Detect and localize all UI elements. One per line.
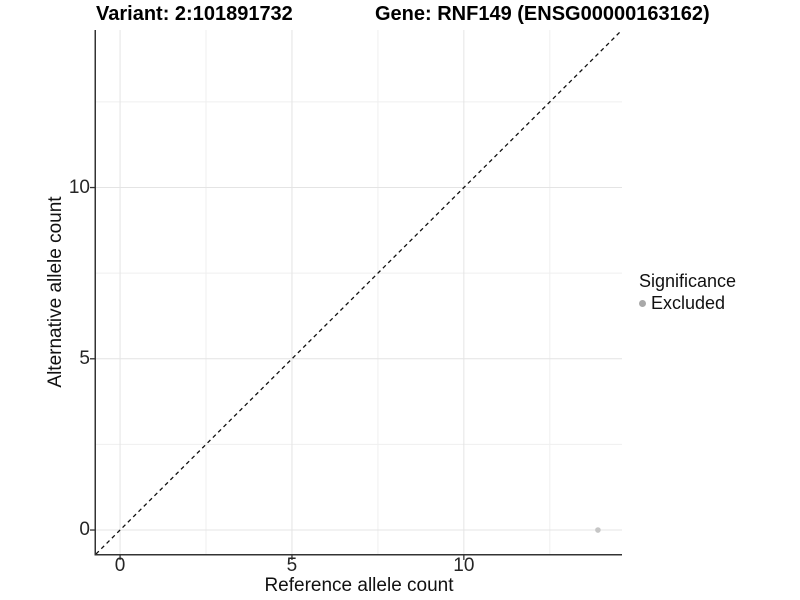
legend-entry-excluded: Excluded	[639, 293, 736, 313]
plot-title-variant: Variant: 2:101891732	[96, 3, 293, 25]
x-tick-label: 5	[286, 555, 298, 576]
x-tick-label: 0	[114, 555, 126, 576]
legend-title: Significance	[639, 271, 737, 291]
legend-key-point-icon	[639, 299, 646, 307]
y-tick-label: 10	[68, 176, 90, 198]
plot-panel	[90, 29, 623, 560]
plot-canvas	[90, 29, 623, 560]
legend: Significance Excluded	[639, 271, 736, 313]
x-tick-label: 10	[453, 555, 475, 576]
y-tick-label: 5	[79, 347, 90, 369]
plot-title-gene: Gene: RNF149 (ENSG00000163162)	[375, 3, 710, 25]
identity-dashed-line	[95, 29, 623, 555]
x-axis-title: Reference allele count	[264, 575, 454, 596]
y-tick-label: 0	[79, 519, 90, 541]
legend-entry-label: Excluded	[651, 293, 726, 313]
data-point-excluded	[595, 527, 601, 533]
